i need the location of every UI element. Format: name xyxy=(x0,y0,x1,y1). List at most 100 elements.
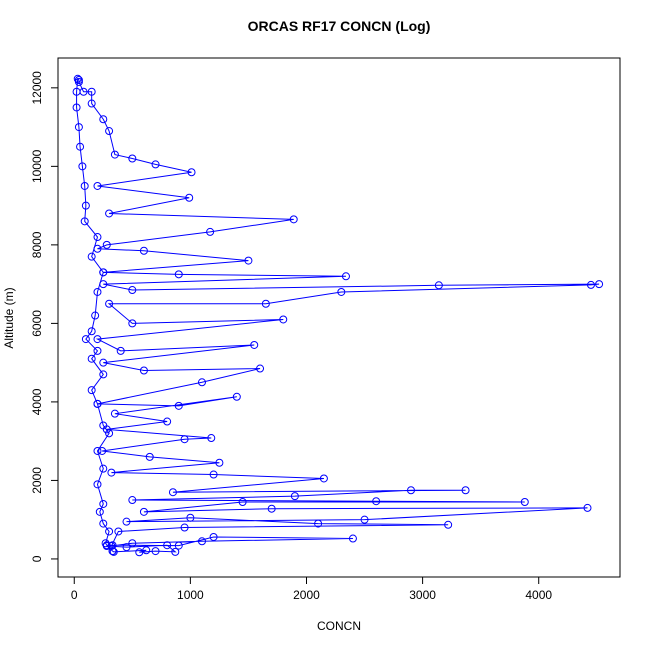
data-point xyxy=(185,193,194,202)
data-point xyxy=(102,541,111,550)
data-point xyxy=(93,399,102,408)
data-point xyxy=(207,434,216,443)
data-point xyxy=(93,480,102,489)
data-point xyxy=(348,534,357,543)
data-point xyxy=(151,160,160,169)
data-point xyxy=(372,497,381,506)
data-point xyxy=(319,474,328,483)
data-point xyxy=(91,311,100,320)
data-point xyxy=(105,209,114,218)
data-point xyxy=(93,181,102,190)
x-tick-label: 2000 xyxy=(293,588,320,602)
data-point xyxy=(87,354,96,363)
data-point xyxy=(187,168,196,177)
data-point xyxy=(206,227,215,236)
data-point xyxy=(128,286,137,295)
data-point xyxy=(105,127,114,136)
data-point xyxy=(174,541,183,550)
data-point xyxy=(139,507,148,516)
data-point xyxy=(93,335,102,344)
data-point xyxy=(114,527,123,536)
data-point xyxy=(314,519,323,528)
data-point xyxy=(87,327,96,336)
data-point xyxy=(180,523,189,532)
y-axis-label: Altitude (m) xyxy=(2,287,16,348)
data-point xyxy=(105,429,114,438)
data-point xyxy=(87,252,96,261)
y-tick-label: 0 xyxy=(30,555,44,562)
data-point xyxy=(93,233,102,242)
data-point xyxy=(122,543,131,552)
data-point xyxy=(406,486,415,495)
x-tick-label: 4000 xyxy=(525,588,552,602)
x-tick-label: 0 xyxy=(71,588,78,602)
data-point xyxy=(93,287,102,296)
data-point xyxy=(102,240,111,249)
data-point xyxy=(99,370,108,379)
data-point xyxy=(250,340,259,349)
data-point xyxy=(72,103,81,112)
data-point xyxy=(93,346,102,355)
data-point xyxy=(87,87,96,96)
data-point xyxy=(99,421,108,430)
data-point xyxy=(461,486,470,495)
data-point xyxy=(99,499,108,508)
y-tick-label: 8000 xyxy=(30,231,44,258)
data-point xyxy=(110,409,119,418)
data-point xyxy=(72,87,81,96)
data-point xyxy=(99,519,108,528)
y-tick-label: 10000 xyxy=(30,149,44,183)
data-point xyxy=(107,468,116,477)
data-point xyxy=(151,547,160,556)
series-line xyxy=(76,77,600,553)
data-point xyxy=(434,281,443,290)
data-point xyxy=(145,452,154,461)
data-point xyxy=(80,181,89,190)
data-point xyxy=(95,507,104,516)
data-point xyxy=(87,386,96,395)
data-point xyxy=(186,513,195,522)
data-point xyxy=(163,541,172,550)
data-point xyxy=(595,280,604,289)
data-point xyxy=(168,488,177,497)
data-point xyxy=(180,435,189,444)
data-point xyxy=(256,364,265,373)
data-point xyxy=(209,470,218,479)
data-point xyxy=(341,272,350,281)
data-point xyxy=(128,539,137,548)
data-point xyxy=(81,201,90,210)
y-tick-label: 2000 xyxy=(30,467,44,494)
data-point xyxy=(128,319,137,328)
data-point xyxy=(99,268,108,277)
data-point xyxy=(76,142,85,151)
data-point xyxy=(108,547,117,556)
data-point xyxy=(87,99,96,108)
data-point xyxy=(99,358,108,367)
data-point xyxy=(105,527,114,536)
data-point xyxy=(101,539,110,548)
data-point xyxy=(174,270,183,279)
data-point xyxy=(93,244,102,253)
data-point xyxy=(99,280,108,289)
data-point xyxy=(98,446,107,455)
data-point xyxy=(128,154,137,163)
y-tick-label: 4000 xyxy=(30,388,44,415)
data-point xyxy=(290,492,299,501)
data-point xyxy=(99,464,108,473)
data-point xyxy=(110,150,119,159)
y-tick-label: 6000 xyxy=(30,310,44,337)
data-point xyxy=(74,75,83,84)
data-point xyxy=(122,517,131,526)
data-point xyxy=(80,217,89,226)
data-point xyxy=(583,503,592,512)
x-axis-label: CONCN xyxy=(317,619,361,633)
data-point xyxy=(244,256,253,265)
data-point xyxy=(174,401,183,410)
y-tick-label: 12000 xyxy=(30,71,44,105)
data-point xyxy=(99,115,108,124)
data-point xyxy=(105,299,114,308)
data-point xyxy=(74,123,83,132)
data-point xyxy=(81,335,90,344)
